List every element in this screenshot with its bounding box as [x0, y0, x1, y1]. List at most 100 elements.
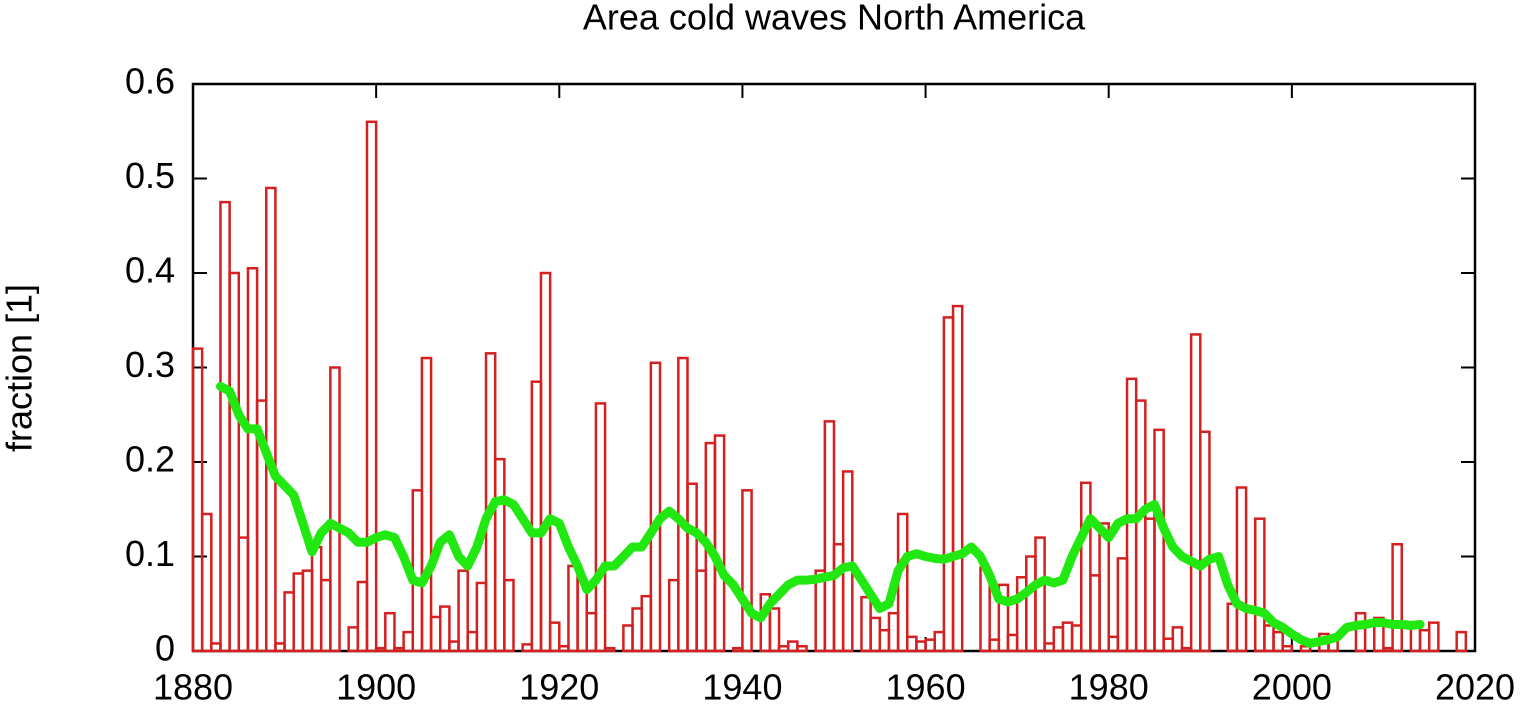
bar — [823, 420, 836, 653]
bar — [942, 316, 955, 653]
bar — [713, 434, 726, 653]
bar — [1391, 542, 1403, 653]
bar — [1089, 574, 1101, 653]
x-tick-label: 1920 — [519, 667, 599, 708]
bar — [319, 578, 332, 653]
bar — [649, 361, 662, 653]
bar — [768, 607, 781, 653]
bar — [878, 628, 891, 653]
bar — [622, 624, 634, 653]
bar — [191, 347, 204, 653]
bar — [677, 356, 689, 653]
bar — [1034, 536, 1046, 653]
bar — [1116, 557, 1129, 653]
bar — [1418, 628, 1431, 653]
bar — [1373, 616, 1385, 653]
bar — [1171, 626, 1184, 653]
bar — [246, 267, 259, 653]
bar — [329, 366, 341, 653]
bar — [503, 578, 515, 653]
x-tick-label: 1880 — [153, 667, 233, 708]
x-tick-label: 1980 — [1069, 667, 1149, 708]
bar — [585, 611, 598, 653]
bar — [1281, 645, 1294, 653]
bar — [1226, 602, 1239, 653]
bar — [1061, 621, 1074, 653]
bar — [1025, 555, 1037, 653]
bar — [1263, 624, 1275, 653]
bar — [274, 642, 286, 653]
chart-title: Area cold waves North America — [583, 0, 1086, 38]
bar — [1354, 611, 1367, 653]
bar — [796, 645, 808, 653]
bar — [686, 482, 698, 653]
bar — [695, 569, 708, 653]
y-tick-label: 0.3 — [125, 344, 175, 385]
bar — [1134, 399, 1147, 653]
bar — [310, 545, 323, 653]
bar — [466, 630, 479, 653]
bar — [493, 457, 506, 653]
bar — [1079, 481, 1092, 653]
y-axis-label: fraction [1] — [0, 284, 40, 452]
bar — [448, 640, 460, 653]
bar — [530, 380, 543, 653]
bar — [860, 595, 872, 653]
bar — [1162, 637, 1175, 653]
bar — [924, 638, 936, 653]
bar — [1153, 428, 1165, 653]
y-tick-label: 0.6 — [125, 61, 175, 102]
y-tick-label: 0 — [155, 628, 175, 669]
bar — [741, 489, 753, 653]
bar — [365, 120, 378, 653]
bar — [548, 621, 561, 653]
bar — [640, 594, 653, 653]
bar — [429, 615, 442, 653]
bar — [210, 642, 222, 653]
bar — [558, 645, 570, 653]
bar — [283, 591, 295, 653]
bar — [402, 630, 415, 653]
bar — [777, 645, 790, 653]
bar — [1253, 517, 1266, 653]
bar — [667, 578, 680, 653]
bar — [1272, 630, 1284, 653]
bar — [374, 646, 387, 653]
x-tick-label: 1900 — [336, 667, 416, 708]
bar — [603, 646, 616, 653]
bar — [265, 186, 277, 653]
bar — [988, 638, 1001, 653]
bar — [411, 489, 424, 653]
x-tick-label: 1960 — [886, 667, 966, 708]
bar — [1382, 646, 1394, 653]
bar — [1052, 626, 1065, 653]
bar — [906, 635, 918, 653]
bar — [869, 616, 882, 653]
bar — [951, 304, 964, 653]
bar — [1144, 517, 1156, 653]
bar — [200, 512, 213, 653]
bar — [347, 626, 360, 653]
bar — [393, 646, 405, 653]
bar — [1180, 646, 1193, 653]
bar — [631, 607, 643, 653]
bar — [475, 581, 488, 653]
bar — [841, 470, 854, 653]
bar — [933, 630, 946, 653]
bar — [1199, 430, 1211, 653]
bar — [567, 564, 579, 653]
bar — [420, 356, 433, 653]
x-tick-label: 2020 — [1435, 667, 1515, 708]
bar — [438, 605, 451, 653]
bar — [1107, 635, 1120, 653]
bar — [732, 646, 744, 653]
bar — [1189, 333, 1202, 653]
bar — [356, 580, 369, 653]
bar — [384, 611, 396, 653]
bar — [1098, 522, 1110, 653]
bar — [539, 271, 552, 653]
bar — [457, 569, 469, 653]
bar — [1427, 621, 1440, 653]
bar — [521, 643, 534, 653]
